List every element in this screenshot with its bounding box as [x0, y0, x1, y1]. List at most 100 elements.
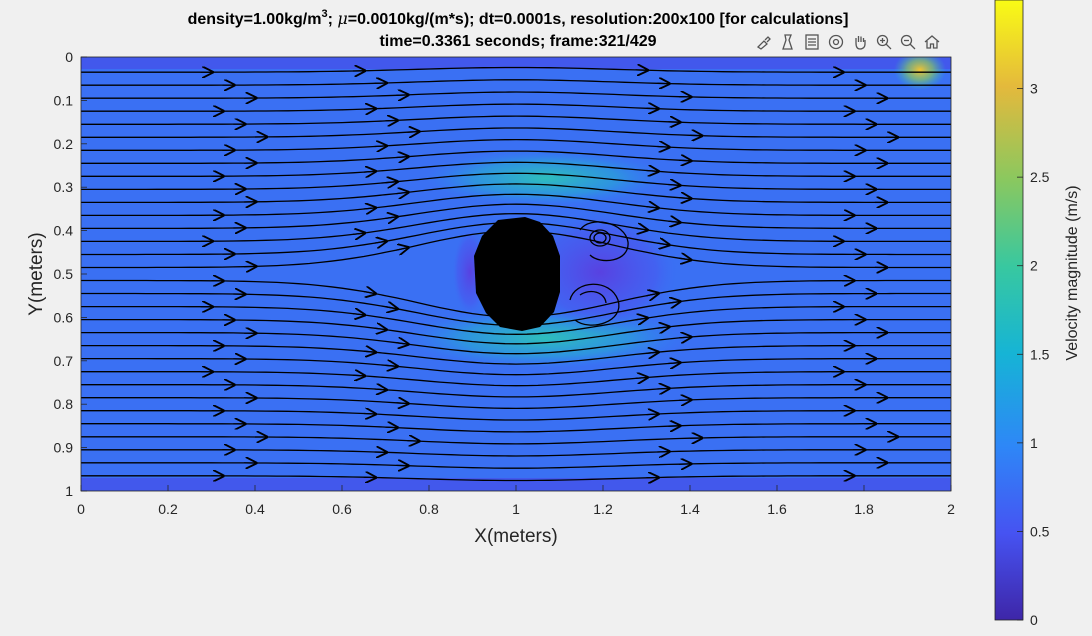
lower-vortex: [569, 283, 620, 326]
streamline-arrow-23-2: [635, 378, 647, 379]
streamline-arrow-15-2: [679, 258, 690, 260]
x-axis-label: X(meters): [474, 526, 557, 547]
streamline-arrow-24-2: [657, 388, 668, 389]
streamline-0: [81, 66, 951, 73]
streamline-arrow-11-2: [646, 207, 658, 208]
colorbar-tick-label: 3: [1030, 81, 1038, 97]
obstacle: [474, 217, 560, 331]
home-icon[interactable]: [921, 31, 943, 53]
x-tick-label: 1.6: [767, 501, 787, 517]
y-tick-label: 0.9: [54, 440, 74, 456]
y-tick-label: 1: [65, 483, 73, 499]
streamline-arrow-23-1: [352, 375, 364, 376]
chart-title: density=1.00kg/m3; μ=0.0010kg/(m*s); dt=…: [188, 8, 849, 50]
streamline-arrow-7-1: [396, 157, 407, 158]
y-tick-label: 0.1: [54, 92, 74, 108]
streamline-arrow-13-1: [352, 233, 364, 234]
streamline-30: [81, 462, 951, 469]
streamline-20: [81, 331, 951, 355]
rotate-icon[interactable]: [825, 31, 847, 53]
colorbar-tick-label: 1: [1030, 435, 1038, 451]
y-tick-label: 0.8: [54, 396, 74, 412]
streamline-arrow-9-2: [668, 185, 679, 186]
brush-icon[interactable]: [753, 31, 775, 53]
colorbar-tick-label: 0: [1030, 612, 1038, 628]
streamline-arrow-27-1: [385, 427, 397, 428]
streamline-13: [81, 213, 951, 243]
x-tick-label: 0.2: [158, 501, 178, 517]
streamline-arrow-25-2: [679, 400, 690, 401]
x-axis-ticks: 0 0.2 0.4 0.6 0.8 1 1.2 1.4 1.6 1.8 2: [77, 485, 955, 517]
high-velocity-spot: [894, 57, 946, 90]
y-tick-label: 0.2: [54, 136, 74, 152]
x-tick-label: 0.6: [332, 501, 352, 517]
legend-icon[interactable]: [801, 31, 823, 53]
streamline-arrow-14-2: [657, 243, 668, 245]
streamline-arrow-16-2: [646, 294, 658, 296]
streamline-arrow-22-1: [385, 365, 397, 366]
zoom-in-icon[interactable]: [873, 31, 895, 53]
colorbar-tick-label: 0.5: [1030, 523, 1050, 539]
fast-flow-top: [425, 150, 665, 206]
colorbar-tick-label: 2: [1030, 258, 1038, 274]
y-tick-label: 0.3: [54, 179, 74, 195]
streamline-arrow-8-2: [646, 171, 658, 172]
streamline-31: [81, 475, 951, 482]
streamline-arrow-16-1: [363, 292, 375, 294]
data-tips-icon[interactable]: [777, 31, 799, 53]
colorbar-tick-label: 2.5: [1030, 169, 1050, 185]
x-tick-label: 2: [947, 501, 955, 517]
colorbar[interactable]: 0 0.5 1 1.5 2 2.5 3 Velocity magnitude (m/s): [994, 0, 1081, 628]
streamline-arrow-20-2: [679, 337, 690, 338]
x-tick-label: 1.4: [680, 501, 700, 517]
streamline-arrow-10-1: [396, 192, 407, 193]
title-line-2: time=0.3361 seconds; frame:321/429: [379, 33, 656, 50]
streamline-28: [81, 436, 951, 445]
streamline-arrow-18-2: [635, 318, 647, 320]
zoom-out-icon[interactable]: [897, 31, 919, 53]
y-tick-label: 0: [65, 49, 73, 65]
streamline-arrow-17-2: [668, 302, 679, 304]
streamline-arrow-9-1: [385, 182, 397, 183]
streamline-3: [81, 103, 951, 112]
streamline-arrow-20-1: [396, 343, 407, 344]
streamline-arrow-13-2: [635, 228, 647, 230]
colorbar-ticks: 0 0.5 1 1.5 2 2.5 3: [1017, 81, 1050, 628]
axes-toolbar: [753, 31, 943, 53]
streamline-arrow-10-2: [679, 198, 690, 199]
upper-vortex: [579, 221, 629, 262]
wake-region: [520, 210, 680, 334]
plot-area[interactable]: [81, 50, 951, 491]
colorbar-tick-label: 1.5: [1030, 346, 1050, 362]
streamline-arrow-28-1: [407, 441, 418, 442]
colorbar-label: Velocity magnitude (m/s): [1064, 185, 1081, 360]
streamline-5: [81, 127, 951, 138]
streamline-arrow-14-1: [374, 241, 386, 243]
x-tick-label: 0.4: [245, 501, 265, 517]
streamline-11: [81, 193, 951, 217]
streamline-arrow-17-1: [385, 307, 397, 309]
streamline-arrow-21-2: [646, 352, 658, 353]
pan-icon[interactable]: [849, 31, 871, 53]
streamline-8: [81, 161, 951, 177]
colorbar-strip: [994, 0, 1024, 621]
y-tick-label: 0.6: [54, 309, 74, 325]
wake-vortices: [569, 221, 629, 326]
streamline-arrow-5-1: [407, 132, 418, 133]
x-tick-label: 0.8: [419, 501, 439, 517]
y-axis-label: Y(meters): [26, 232, 47, 315]
streamline-9: [81, 172, 951, 191]
streamline-23: [81, 371, 951, 387]
streamline-arrow-11-1: [363, 208, 375, 209]
streamline-arrow-26-2: [646, 414, 658, 415]
streamline-arrow-25-1: [396, 403, 407, 404]
streamline-25: [81, 397, 951, 410]
streamline-10: [81, 183, 951, 204]
streamline-26: [81, 410, 951, 421]
y-tick-label: 0.4: [54, 223, 74, 239]
streamline-arrow-19-1: [374, 328, 386, 329]
streamline-arrow-6-1: [374, 146, 386, 147]
streamline-12: [81, 203, 951, 230]
streamline-4: [81, 115, 951, 125]
